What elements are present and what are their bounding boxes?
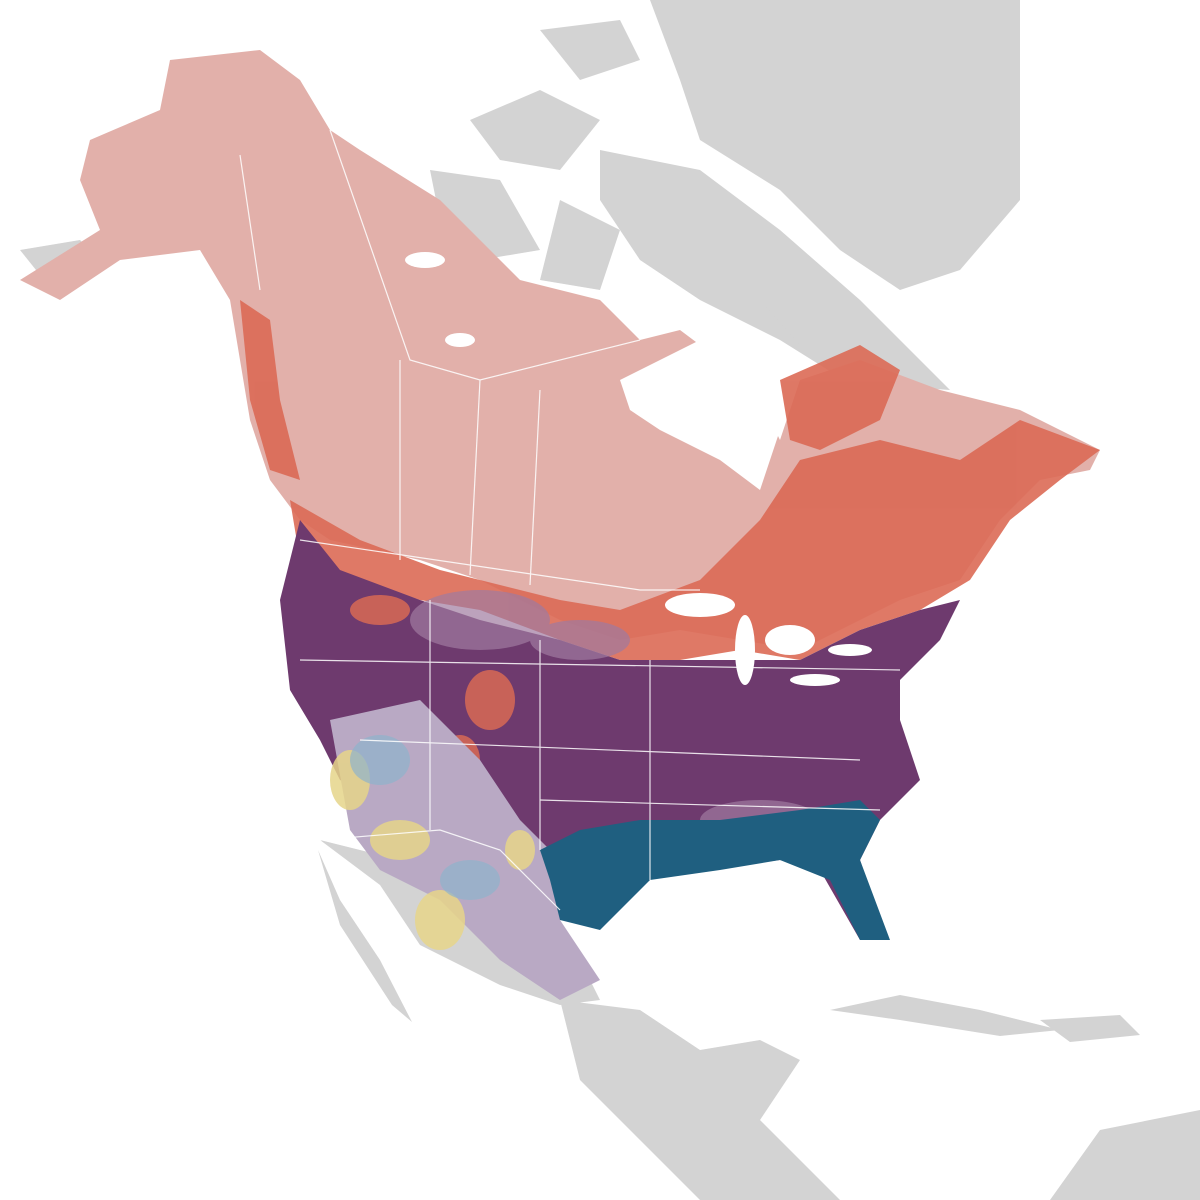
lake <box>828 644 872 656</box>
yellow-patch <box>370 820 430 860</box>
lake <box>405 252 445 268</box>
red-patch <box>350 595 410 625</box>
blue-patch <box>350 735 410 785</box>
border <box>539 799 881 811</box>
border <box>239 154 261 291</box>
blue-patches <box>350 735 500 900</box>
border <box>359 739 861 761</box>
lake <box>735 615 755 685</box>
border <box>299 659 901 671</box>
red-coast <box>240 300 300 480</box>
hudson-bay <box>620 340 780 490</box>
border <box>299 539 700 591</box>
lake <box>790 674 840 686</box>
hispaniola <box>1040 1015 1140 1042</box>
border <box>319 829 561 911</box>
arctic-island <box>540 20 640 80</box>
inland-water <box>405 252 872 686</box>
yellow-patch <box>505 830 535 870</box>
borders <box>239 129 901 911</box>
lake <box>445 333 475 347</box>
light-patch <box>530 620 630 660</box>
arctic-island <box>470 90 600 170</box>
border <box>529 389 541 586</box>
south-america <box>1050 1110 1200 1200</box>
yellow-patch <box>415 890 465 950</box>
range-central-light <box>410 590 820 840</box>
lake <box>765 625 815 655</box>
blue-patch <box>440 860 500 900</box>
range-south <box>540 800 890 940</box>
cuba <box>830 995 1060 1036</box>
lake <box>665 593 735 617</box>
border <box>469 379 481 576</box>
labrador-north <box>760 300 950 390</box>
light-patch <box>410 590 550 650</box>
yellow-patches <box>330 750 535 950</box>
greenland <box>650 0 1020 290</box>
red-patch <box>465 670 515 730</box>
arctic-island <box>540 200 620 290</box>
baja-california <box>318 850 412 1022</box>
border <box>329 129 641 381</box>
central-america <box>560 1000 840 1200</box>
red-quebec <box>780 345 900 450</box>
